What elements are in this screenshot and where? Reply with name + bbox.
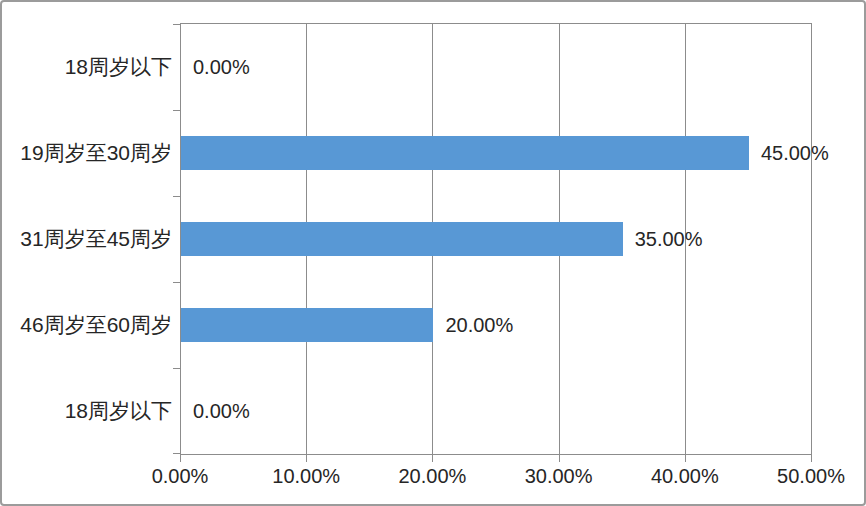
bar-value-label: 0.00% bbox=[193, 401, 250, 421]
chart-frame: 0.00% 45.00% 35.00% 20.00% 0.00% 18周岁以下 19周岁至… bbox=[0, 0, 866, 506]
category-label: 18周岁以下 bbox=[65, 55, 172, 78]
value-axis: 0.00%10.00%20.00%30.00%40.00%50.00% bbox=[180, 463, 811, 489]
bar-value-label: 20.00% bbox=[445, 315, 513, 335]
x-axis-tick bbox=[180, 454, 181, 462]
x-axis-tick-label: 0.00% bbox=[152, 465, 209, 487]
y-axis-tick bbox=[173, 110, 181, 111]
category-label: 18周岁以下 bbox=[65, 399, 172, 422]
bar-value-label: 45.00% bbox=[761, 143, 829, 163]
y-axis-tick bbox=[173, 196, 181, 197]
y-axis-tick bbox=[173, 453, 181, 454]
x-axis-tick-label: 40.00% bbox=[651, 465, 719, 487]
gridline bbox=[811, 24, 812, 454]
category-label: 46周岁至60周岁 bbox=[20, 313, 172, 336]
x-axis-tick-label: 20.00% bbox=[398, 465, 466, 487]
y-axis-tick bbox=[173, 368, 181, 369]
bar-value-label: 0.00% bbox=[193, 57, 250, 77]
x-axis-tick-label: 30.00% bbox=[525, 465, 593, 487]
x-axis-tick-label: 50.00% bbox=[777, 465, 845, 487]
bar bbox=[181, 222, 623, 256]
bar bbox=[181, 308, 433, 342]
plot-area: 0.00%45.00%35.00%20.00%0.00% bbox=[180, 23, 812, 455]
bar-value-label: 35.00% bbox=[635, 229, 703, 249]
bar bbox=[181, 136, 749, 170]
category-label: 31周岁至45周岁 bbox=[20, 227, 172, 250]
x-axis-tick bbox=[685, 454, 686, 462]
category-axis: 18周岁以下 19周岁至30周岁 31周岁至45周岁 46周岁至60周岁 18周岁以下 bbox=[2, 23, 172, 453]
x-axis-tick bbox=[811, 454, 812, 462]
x-axis-tick bbox=[432, 454, 433, 462]
x-axis-tick bbox=[306, 454, 307, 462]
x-axis-tick-label: 10.00% bbox=[272, 465, 340, 487]
y-axis-tick bbox=[173, 282, 181, 283]
category-label: 19周岁至30周岁 bbox=[20, 141, 172, 164]
y-axis-tick bbox=[173, 24, 181, 25]
x-axis-tick bbox=[559, 454, 560, 462]
